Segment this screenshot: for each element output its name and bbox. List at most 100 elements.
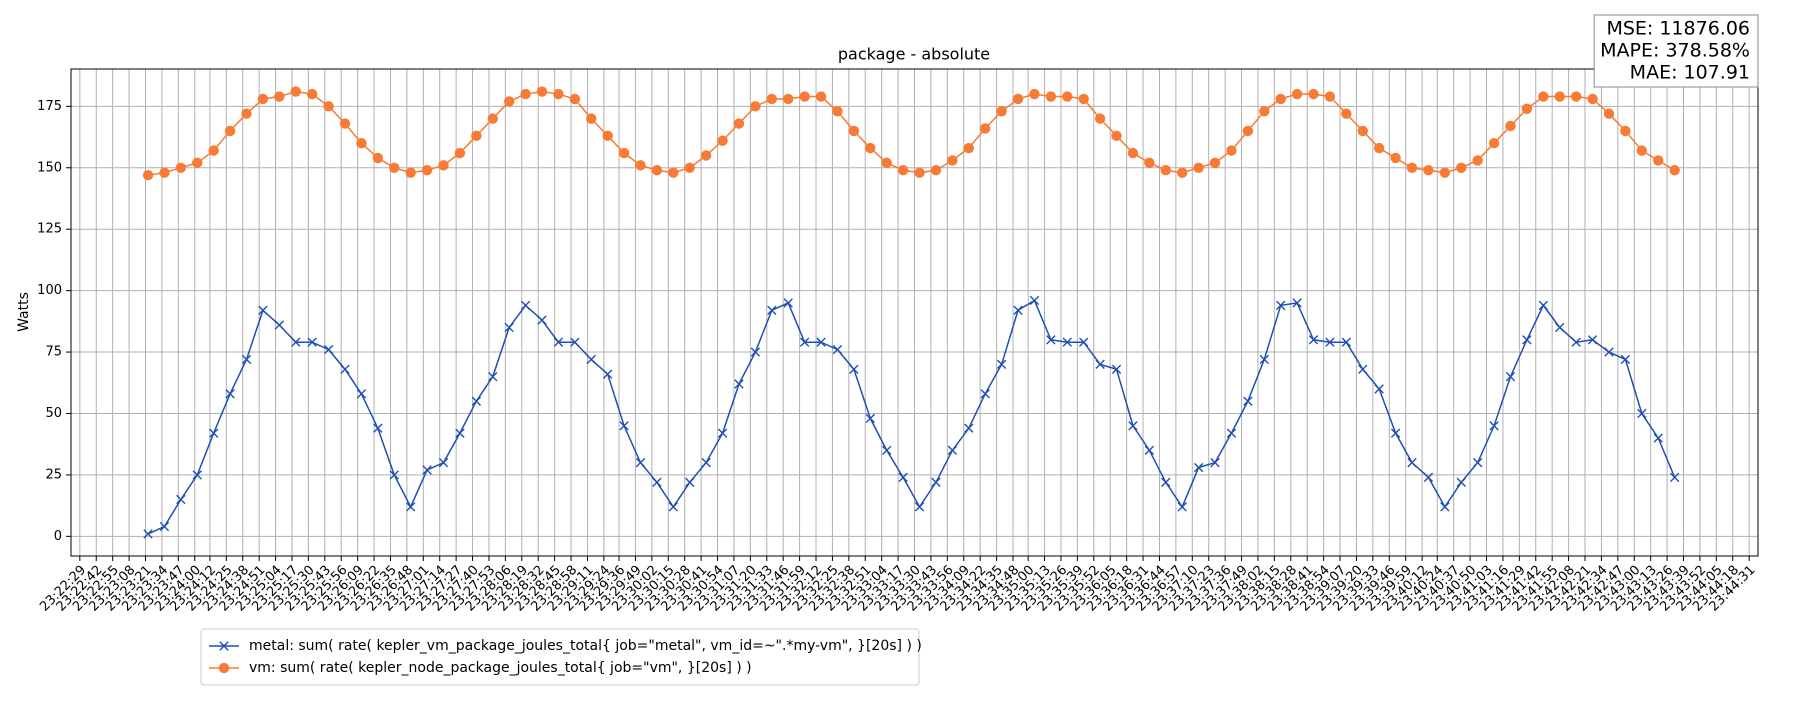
data-point <box>930 165 942 176</box>
data-point <box>1637 408 1647 419</box>
data-point <box>405 167 416 178</box>
data-point <box>1226 428 1237 438</box>
data-point <box>356 389 367 399</box>
data-point <box>1341 337 1352 347</box>
plot-frame <box>70 68 1759 557</box>
data-point <box>1358 364 1368 374</box>
data-point <box>618 147 630 159</box>
data-point <box>1653 155 1664 166</box>
data-point <box>471 130 482 142</box>
data-point <box>1374 384 1384 394</box>
legend-marker <box>218 662 230 674</box>
series-line <box>147 90 1676 176</box>
data-point <box>143 529 153 539</box>
data-point <box>1357 125 1368 137</box>
data-point <box>553 88 564 100</box>
data-point <box>454 147 466 159</box>
series-line <box>147 299 1676 535</box>
data-point <box>1669 472 1680 483</box>
data-point <box>963 142 974 154</box>
chart-title: package - absolute <box>838 45 990 64</box>
data-point <box>1111 130 1122 142</box>
data-point <box>372 152 384 164</box>
data-point <box>1522 335 1532 345</box>
data-point <box>1291 88 1303 100</box>
data-point <box>750 101 761 112</box>
y-tick-label: 0 <box>54 529 62 544</box>
data-point <box>1144 445 1155 456</box>
data-point <box>225 389 235 399</box>
data-point <box>274 91 285 102</box>
data-point <box>717 135 728 146</box>
data-point <box>1275 300 1286 311</box>
data-point <box>1160 165 1171 176</box>
data-point <box>258 305 268 315</box>
data-point <box>1259 354 1269 365</box>
data-point <box>339 118 351 129</box>
data-point <box>865 142 876 154</box>
data-point <box>438 160 449 171</box>
data-point <box>1456 162 1467 173</box>
data-point <box>1669 165 1680 176</box>
data-point <box>602 369 613 379</box>
data-point <box>208 428 219 438</box>
data-point <box>1111 364 1122 374</box>
data-point <box>799 337 810 347</box>
data-point <box>1554 91 1565 102</box>
data-point <box>1603 108 1615 119</box>
y-tick-label: 175 <box>37 99 62 114</box>
data-point <box>455 428 465 438</box>
data-point <box>1144 157 1155 169</box>
data-point <box>1571 337 1581 347</box>
data-point <box>438 457 449 468</box>
y-axis-label: Watts <box>16 292 32 332</box>
data-point <box>1423 165 1434 176</box>
annotation-box <box>1593 14 1759 88</box>
annotation-text: MAE: 107.91 <box>1630 62 1750 84</box>
data-point <box>1505 120 1516 132</box>
data-point <box>1242 125 1254 137</box>
data-point <box>914 167 925 178</box>
data-point <box>1587 93 1598 105</box>
data-point <box>931 477 941 487</box>
data-point <box>586 354 596 365</box>
data-point <box>1373 142 1385 154</box>
data-point <box>323 344 334 355</box>
data-point <box>849 364 859 374</box>
data-point <box>1012 93 1024 105</box>
data-point <box>947 155 958 166</box>
y-tick-label: 50 <box>45 406 62 421</box>
data-point <box>192 470 202 480</box>
data-point <box>1013 305 1023 315</box>
data-point <box>700 150 712 161</box>
data-point <box>323 101 334 112</box>
data-point <box>717 428 728 438</box>
data-point <box>1555 322 1565 333</box>
data-point <box>996 106 1007 117</box>
data-point <box>520 300 531 311</box>
data-point <box>291 337 301 347</box>
data-point <box>635 457 646 468</box>
data-point <box>1078 93 1089 105</box>
data-point <box>422 465 432 475</box>
data-point <box>783 93 794 105</box>
data-point <box>389 470 399 480</box>
data-point <box>241 354 252 365</box>
data-point <box>1325 337 1335 347</box>
data-point <box>1505 371 1516 382</box>
data-point <box>1259 106 1270 117</box>
data-point <box>897 165 909 176</box>
data-point <box>570 337 580 347</box>
data-point <box>159 167 170 178</box>
data-point <box>1308 88 1319 100</box>
data-point <box>1177 502 1187 512</box>
annotation-text: MAPE: 378.58% <box>1600 40 1750 62</box>
data-point <box>1128 421 1138 431</box>
data-point <box>1423 472 1434 483</box>
data-point <box>1489 421 1499 431</box>
data-point <box>848 125 860 137</box>
data-point <box>1653 433 1663 443</box>
data-point <box>799 91 810 102</box>
data-point <box>668 167 679 178</box>
